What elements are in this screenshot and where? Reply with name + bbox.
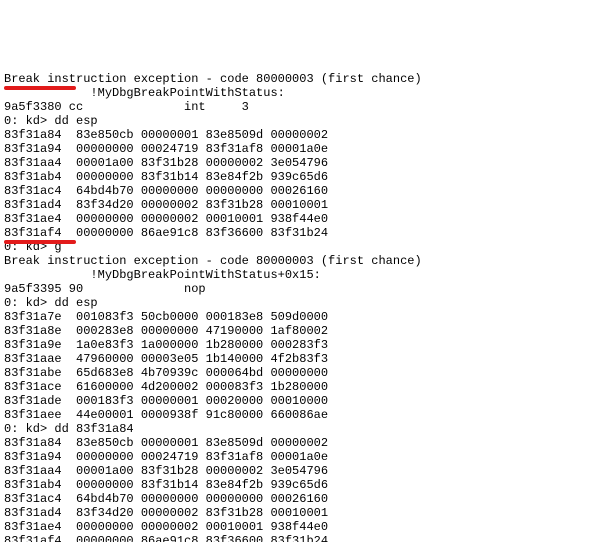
output-line: Break instruction exception - code 80000… [4,254,596,268]
output-line: 0: kd> dd 83f31a84 [4,422,596,436]
output-line: 83f31ade 000183f3 00000001 00020000 0001… [4,394,596,408]
output-line: 83f31abe 65d683e8 4b70939c 000064bd 0000… [4,366,596,380]
output-line: 83f31aae 47960000 00003e05 1b140000 4f2b… [4,352,596,366]
output-line: 83f31ac4 64bd4b70 00000000 00000000 0002… [4,184,596,198]
output-line: 0: kd> dd esp [4,114,596,128]
output-line: 9a5f3395 90 nop [4,282,596,296]
output-line: 83f31ac4 64bd4b70 00000000 00000000 0002… [4,492,596,506]
output-line: 83f31a7e 001083f3 50cb0000 000183e8 509d… [4,310,596,324]
red-annotation [4,86,76,90]
output-line: 0: kd> g [4,240,596,254]
output-line: 83f31a9e 1a0e83f3 1a000000 1b280000 0002… [4,338,596,352]
output-line: 83f31a84 83e850cb 00000001 83e8509d 0000… [4,128,596,142]
output-line: 83f31aa4 00001a00 83f31b28 00000002 3e05… [4,464,596,478]
output-line: 83f31a94 00000000 00024719 83f31af8 0000… [4,142,596,156]
output-line: Break instruction exception - code 80000… [4,72,596,86]
red-annotation [4,240,76,244]
output-line: 83f31aa4 00001a00 83f31b28 00000002 3e05… [4,156,596,170]
output-line: 83f31a84 83e850cb 00000001 83e8509d 0000… [4,436,596,450]
output-line: 83f31a94 00000000 00024719 83f31af8 0000… [4,450,596,464]
output-line: 83f31ad4 83f34d20 00000002 83f31b28 0001… [4,198,596,212]
output-line: 83f31ab4 00000000 83f31b14 83e84f2b 939c… [4,478,596,492]
output-line: 83f31ae4 00000000 00000002 00010001 938f… [4,212,596,226]
output-line: 83f31a8e 000283e8 00000000 47190000 1af8… [4,324,596,338]
output-line: 83f31af4 00000000 86ae91c8 83f36600 83f3… [4,226,596,240]
output-line: 83f31ad4 83f34d20 00000002 83f31b28 0001… [4,506,596,520]
output-line: 83f31ab4 00000000 83f31b14 83e84f2b 939c… [4,170,596,184]
output-line: 83f31af4 00000000 86ae91c8 83f36600 83f3… [4,534,596,542]
output-line: !MyDbgBreakPointWithStatus+0x15: [4,268,596,282]
output-line: 0: kd> dd esp [4,296,596,310]
output-line: 83f31ae4 00000000 00000002 00010001 938f… [4,520,596,534]
output-line: 83f31aee 44e00001 0000938f 91c80000 6600… [4,408,596,422]
output-line: !MyDbgBreakPointWithStatus: [4,86,596,100]
output-line: 9a5f3380 cc int 3 [4,100,596,114]
debugger-output: Break instruction exception - code 80000… [0,70,600,542]
output-line: 83f31ace 61600000 4d200002 000083f3 1b28… [4,380,596,394]
